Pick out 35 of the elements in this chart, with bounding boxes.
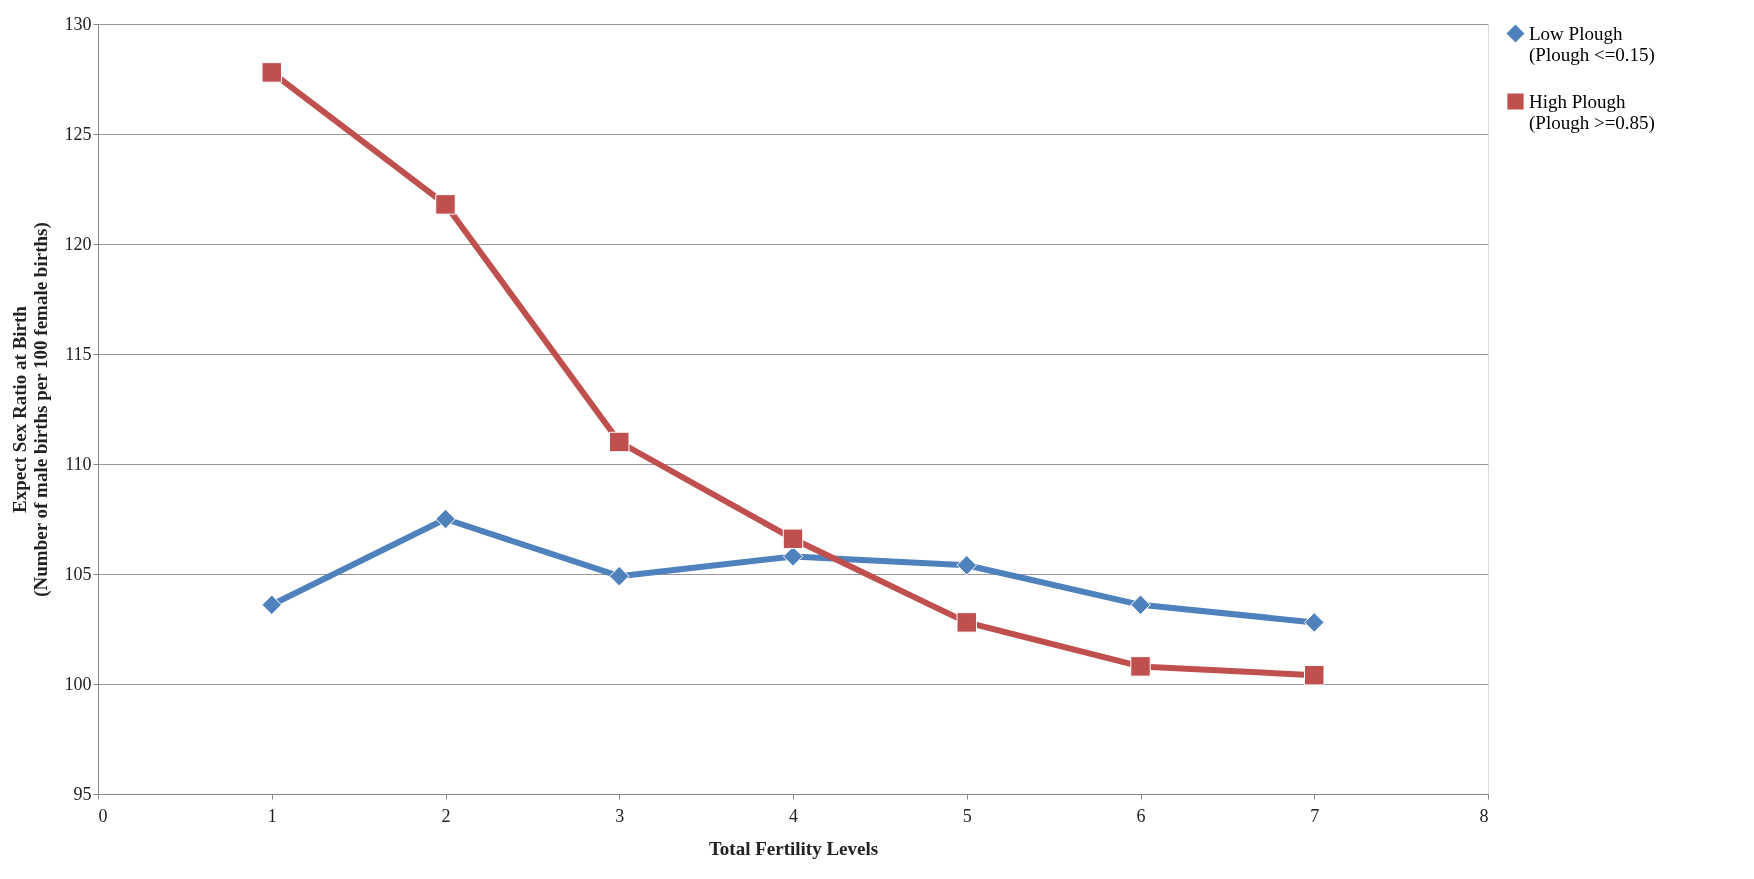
y-tick-label: 125 [64,123,92,144]
y-tick-label: 100 [64,673,92,694]
y-tick-label: 105 [64,563,92,584]
y-tick-label: 130 [64,13,92,34]
y-tick-label: 95 [73,783,92,804]
y-tick-label: 115 [65,343,92,364]
y-axis-title: Expect Sex Ratio at Birth (Number of male births per 100 female births) [8,222,52,597]
point [609,431,630,453]
x-tick-label: 7 [1310,805,1320,826]
point [1130,656,1151,677]
x-tick-label: 6 [1136,805,1146,826]
x-tick-label: 2 [441,805,451,826]
x-tick-label: 4 [789,805,798,826]
x-tick-label: 8 [1479,805,1489,826]
point [609,565,630,587]
point [435,508,456,530]
y-tick-label: 110 [65,453,92,474]
point [261,594,282,616]
point [1304,664,1325,686]
point [1304,612,1325,633]
x-axis-title: Total Fertility Levels [708,837,879,859]
point [956,554,977,576]
y-tick-label: 120 [64,233,92,254]
legend-label: High Plough (Plough >=0.85) [1529,90,1655,134]
point [782,546,804,567]
x-tick-label: 1 [267,805,277,826]
x-tick-label: 3 [615,805,625,826]
point [956,612,977,633]
point [1130,594,1151,616]
legend-label: Low Plough (Plough <=0.15) [1529,22,1655,66]
point [782,528,804,550]
point [261,62,282,83]
x-tick-label: 0 [98,805,108,826]
x-tick-label: 5 [962,805,972,826]
point [435,194,456,215]
